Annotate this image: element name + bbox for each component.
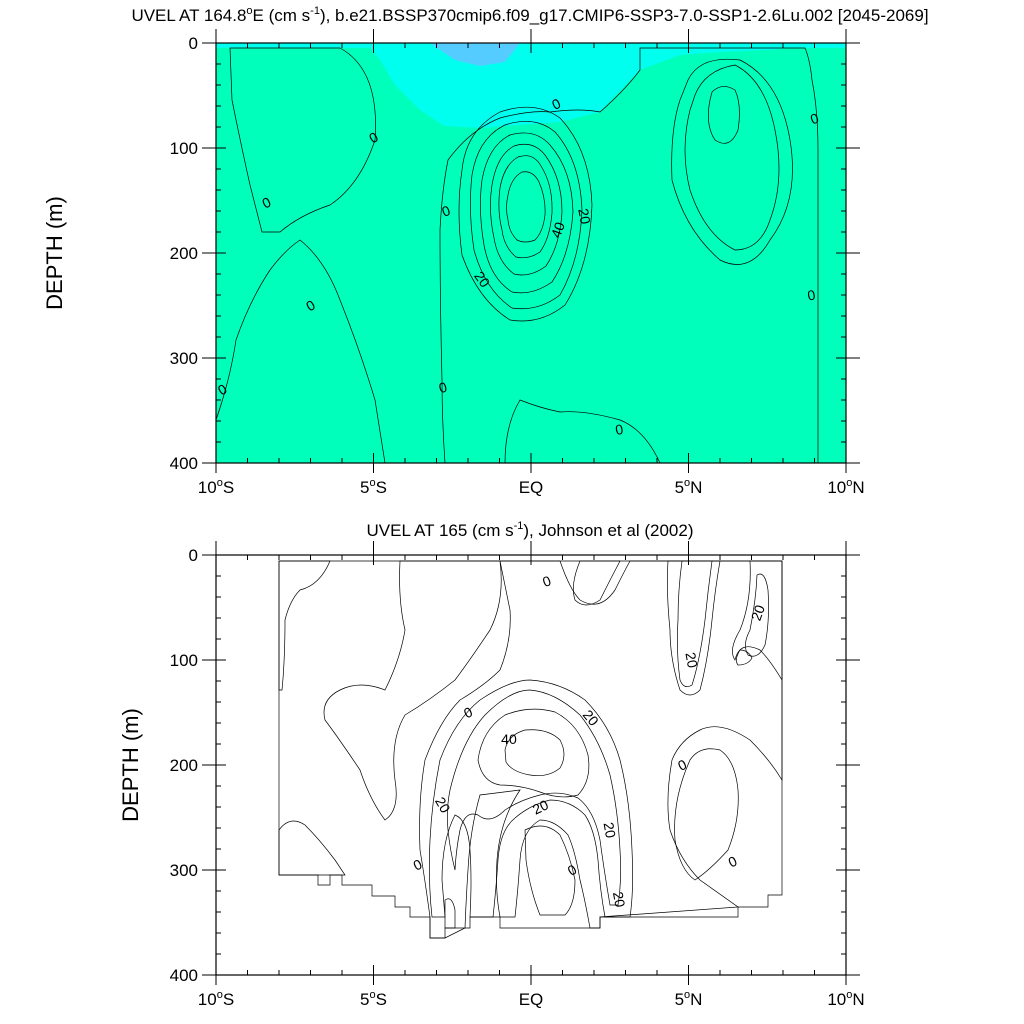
- contour-label: 20: [432, 794, 454, 816]
- contour-label: 0: [437, 379, 449, 397]
- fill-band-neg-equator-deep: [524, 825, 576, 916]
- x-tick-label: 10oS: [198, 477, 234, 497]
- y-tick-label: 100: [170, 651, 198, 670]
- contour-label: 0: [806, 286, 817, 303]
- contour-label: 0: [726, 853, 740, 871]
- panel-model-contour-fill: [216, 43, 846, 463]
- y-tick-label: 200: [170, 244, 198, 263]
- contour-label: 0: [614, 421, 625, 438]
- contour-label: 20: [682, 651, 700, 669]
- y-tick-label: 400: [170, 966, 198, 985]
- x-tick-label: 10oN: [827, 477, 864, 497]
- y-tick-label: 300: [170, 349, 198, 368]
- x-tick-label: 5oS: [360, 989, 387, 1009]
- fill-band-30-40: [490, 143, 563, 276]
- fill-band-10-20-ne: [666, 560, 721, 696]
- fill-band-20-30: [446, 689, 622, 906]
- contour-label: 0: [540, 572, 553, 590]
- y-tick-label: 300: [170, 861, 198, 880]
- fill-band-0-10-core: [458, 106, 593, 322]
- fill-band-neg-west: [323, 560, 502, 821]
- fill-band-10-20-ne2: [732, 560, 783, 682]
- fill-band-neg-east: [674, 748, 739, 881]
- contour-label: 40: [548, 220, 568, 240]
- fill-band-0-10-sw-upper: [229, 47, 376, 233]
- fill-band-0-10-main: [419, 560, 783, 939]
- x-tick-label: 10oS: [198, 989, 234, 1009]
- x-tick-label: 5oN: [675, 989, 703, 1009]
- panel-model-title: UVEL AT 164.8oE (cm s-1), b.e21.BSSP370c…: [131, 5, 928, 25]
- fill-band-40-50: [498, 155, 553, 259]
- fill-band-10-20: [470, 120, 583, 310]
- panel-obs: UVEL AT 165 (cm s-1), Johnson et al (200…: [118, 520, 865, 1009]
- panel-obs-contour-fill: [278, 560, 783, 939]
- fill-band-30-40: [477, 708, 590, 798]
- x-tick-label: 10oN: [827, 989, 864, 1009]
- fill-band-strong-neg: [430, 43, 520, 66]
- fill-band-neg-north-surface: [573, 560, 621, 606]
- contour-label: 20: [530, 796, 551, 817]
- fill-band-20-30-ne2: [745, 573, 769, 657]
- fill-band-20-30-ne3: [736, 649, 753, 666]
- panel-model: UVEL AT 164.8oE (cm s-1), b.e21.BSSP370c…: [42, 5, 929, 497]
- contour-label: 0: [565, 861, 580, 879]
- fill-band-0-10-sw-lower: [216, 239, 386, 463]
- panel-model-y-axis-label: DEPTH (m): [42, 196, 67, 310]
- fill-band-neg-surface: [216, 43, 846, 128]
- contour-label: 20: [580, 707, 602, 729]
- fill-band-40-50: [504, 729, 565, 777]
- fill-band-0-10-ne: [684, 64, 780, 251]
- x-tick-label: 5oN: [675, 477, 703, 497]
- y-tick-label: 0: [189, 34, 198, 53]
- contour-label: 20: [575, 207, 593, 225]
- fill-band-20-30: [480, 132, 574, 294]
- fill-band-20-30-deep: [444, 898, 456, 929]
- y-tick-label: 200: [170, 756, 198, 775]
- x-tick-label: EQ: [519, 990, 544, 1009]
- panel-obs-y-axis-label: DEPTH (m): [118, 708, 143, 822]
- contour-label: 20: [601, 821, 619, 839]
- y-tick-label: 400: [170, 454, 198, 473]
- contour-label: 20: [610, 890, 628, 908]
- y-tick-label: 0: [189, 546, 198, 565]
- fill-band-10-20-ne: [708, 86, 740, 144]
- fill-band-0-10-sw-deep: [278, 820, 346, 876]
- y-tick-label: 100: [170, 139, 198, 158]
- contour-label: 20: [748, 602, 768, 622]
- contour-label: 0: [675, 756, 689, 774]
- x-tick-label: EQ: [519, 478, 544, 497]
- panel-obs-title: UVEL AT 165 (cm s-1), Johnson et al (200…: [367, 520, 694, 540]
- fill-band-neg-east-hole: [671, 58, 793, 265]
- x-tick-label: 5oS: [360, 477, 387, 497]
- fill-band-20-30-ne: [676, 560, 713, 687]
- fill-band-neg: [278, 560, 783, 939]
- fill-band-10-20: [428, 679, 634, 918]
- fill-band-0-10-sw-surface: [278, 560, 331, 691]
- contour-label: 40: [501, 731, 517, 747]
- fill-band-50-60: [506, 171, 546, 243]
